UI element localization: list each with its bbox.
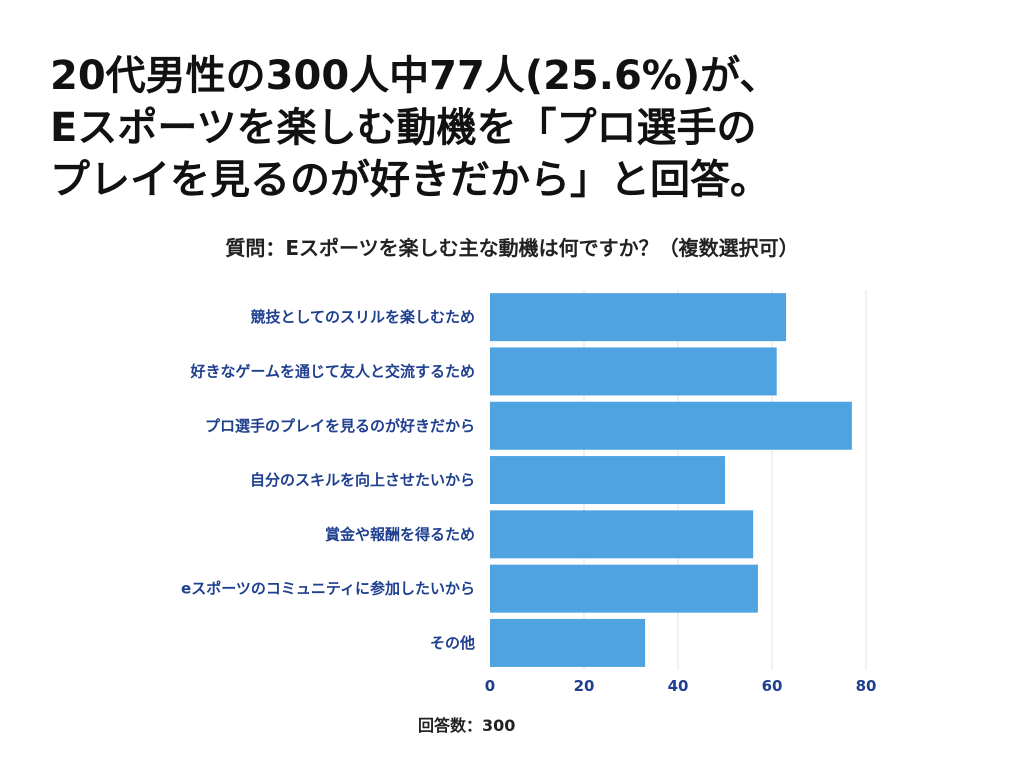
x-tick-label: 0 bbox=[485, 677, 495, 695]
bars bbox=[490, 293, 852, 667]
x-tick-label: 40 bbox=[668, 677, 689, 695]
bar bbox=[490, 564, 758, 613]
bar bbox=[490, 293, 787, 342]
category-label: 自分のスキルを向上させたいから bbox=[250, 471, 475, 489]
headline-line-2: Eスポーツを楽しむ動機を「プロ選手の bbox=[50, 105, 757, 151]
category-label: eスポーツのコミュニティに参加したいから bbox=[181, 580, 475, 598]
bar bbox=[490, 618, 646, 667]
bar bbox=[490, 456, 725, 505]
question-text: 質問：Eスポーツを楽しむ主な動機は何ですか？（複数選択可） bbox=[225, 236, 799, 260]
bar-chart: 競技としてのスリルを楽しむため好きなゲームを通じて友人と交流するためプロ選手のプ… bbox=[181, 290, 877, 695]
category-label: 競技としてのスリルを楽しむため bbox=[250, 308, 475, 326]
headline-line-3: プレイを見るのが好きだから」と回答。 bbox=[50, 157, 770, 203]
bar bbox=[490, 347, 777, 396]
category-labels: 競技としてのスリルを楽しむため好きなゲームを通じて友人と交流するためプロ選手のプ… bbox=[181, 308, 475, 652]
category-label: 賞金や報酬を得るため bbox=[325, 525, 475, 543]
headline: 20代男性の300人中77人(25.6%)が、 Eスポーツを楽しむ動機を「プロ選… bbox=[50, 50, 1010, 206]
x-axis-tick-labels: 0 20 40 60 80 bbox=[485, 677, 877, 695]
category-label: 好きなゲームを通じて友人と交流するため bbox=[189, 362, 475, 380]
category-label: プロ選手のプレイを見るのが好きだから bbox=[205, 417, 475, 435]
bar bbox=[490, 401, 852, 450]
response-count: 回答数：300 bbox=[418, 716, 516, 735]
x-tick-label: 60 bbox=[762, 677, 783, 695]
category-label: その他 bbox=[430, 634, 475, 652]
x-tick-label: 80 bbox=[856, 677, 877, 695]
bar bbox=[490, 510, 754, 559]
headline-line-1: 20代男性の300人中77人(25.6%)が、 bbox=[50, 53, 780, 99]
x-tick-label: 20 bbox=[574, 677, 595, 695]
